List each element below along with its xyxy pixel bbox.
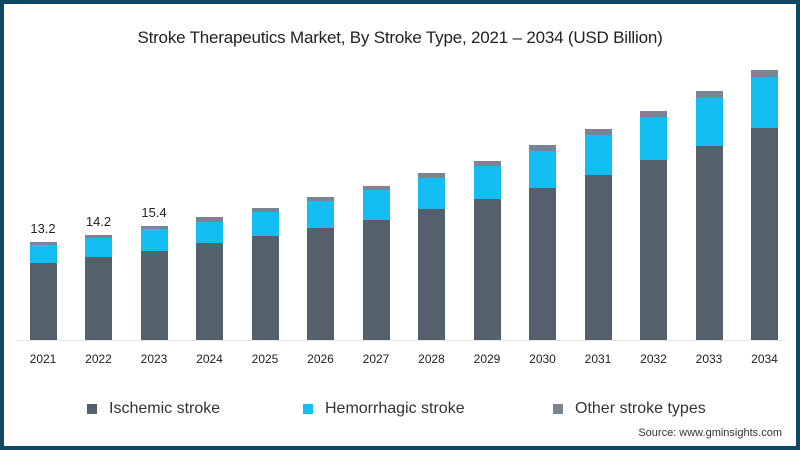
bar-2028 (418, 173, 445, 340)
x-tick-label: 2032 (640, 352, 667, 366)
bar-segment-hemorrhagic (473, 165, 501, 199)
x-tick-label: 2028 (418, 352, 445, 366)
x-tick-label: 2034 (751, 352, 778, 366)
bar-segment-other (473, 161, 501, 166)
bar-segment-ischemic (85, 256, 112, 340)
bar-segment-other (307, 196, 334, 202)
bar-segment-hemorrhagic (695, 98, 723, 147)
bar-2023 (140, 225, 168, 340)
bar-2027 (362, 185, 390, 340)
x-tick-label: 2029 (473, 352, 501, 366)
legend-item-other: Other stroke types (553, 400, 706, 418)
bar-segment-hemorrhagic (307, 201, 334, 228)
bar-2034 (751, 69, 778, 340)
bar-segment-hemorrhagic (751, 76, 778, 128)
legend-swatch-ischemic (87, 404, 97, 414)
x-tick-label: 2024 (196, 352, 223, 366)
bar-segment-other (85, 234, 112, 238)
bar-segment-other (196, 216, 223, 222)
legend-label: Ischemic stroke (109, 400, 221, 417)
bar-segment-ischemic (418, 208, 445, 340)
x-axis-line (16, 340, 786, 341)
x-tick-label: 2025 (251, 352, 279, 366)
bar-segment-other (418, 173, 445, 179)
bar-segment-ischemic (251, 236, 279, 340)
bar-segment-ischemic (584, 175, 612, 340)
bar-segment-ischemic (140, 250, 168, 340)
bar-value-label: 14.2 (85, 213, 112, 229)
bar-segment-other (640, 110, 667, 117)
bar-segment-other (140, 225, 168, 230)
bar-segment-hemorrhagic (140, 229, 168, 251)
legend: Ischemic stroke Hemorrhagic stroke Other… (0, 400, 800, 420)
x-tick-label: 2027 (362, 352, 390, 366)
bar-segment-ischemic (529, 187, 556, 340)
bar-segment-hemorrhagic (251, 212, 279, 237)
bar-segment-ischemic (751, 127, 778, 340)
bar-segment-hemorrhagic (29, 245, 57, 263)
bar-value-label: 13.2 (30, 221, 56, 237)
bar-segment-ischemic (695, 146, 723, 340)
bar-2022 (85, 234, 112, 340)
bar-segment-hemorrhagic (362, 190, 390, 220)
x-tick-label: 2026 (307, 352, 334, 366)
bar-segment-ischemic (196, 242, 223, 340)
legend-label: Hemorrhagic stroke (325, 400, 465, 417)
bar-2025 (251, 207, 279, 340)
bar-segment-hemorrhagic (196, 222, 223, 243)
legend-swatch-other (553, 404, 563, 414)
bar-segment-other (251, 207, 279, 213)
bar-segment-ischemic (640, 159, 667, 340)
x-tick-label: 2031 (584, 352, 612, 366)
x-tick-label: 2030 (529, 352, 556, 366)
bar-segment-hemorrhagic (584, 135, 612, 176)
bar-2029 (473, 161, 501, 340)
source-note: Source: www.gminsights.com (638, 427, 782, 439)
bar-segment-hemorrhagic (85, 237, 112, 257)
bar-2026 (307, 196, 334, 340)
legend-label: Other stroke types (575, 400, 706, 417)
legend-swatch-hemorrhagic (303, 404, 313, 414)
bar-segment-other (751, 69, 778, 77)
bar-segment-other (362, 185, 390, 191)
x-tick-label: 2022 (85, 352, 112, 366)
x-tick-label: 2023 (140, 352, 168, 366)
bar-segment-other (695, 90, 723, 99)
bar-2032 (640, 110, 667, 340)
legend-item-hemorrhagic: Hemorrhagic stroke (303, 400, 465, 418)
bar-2030 (529, 144, 556, 340)
bar-segment-hemorrhagic (640, 116, 667, 160)
legend-item-ischemic: Ischemic stroke (87, 400, 220, 418)
bar-segment-hemorrhagic (529, 150, 556, 188)
bar-segment-other (584, 129, 612, 136)
x-tick-label: 2021 (29, 352, 57, 366)
bar-segment-ischemic (307, 227, 334, 340)
bar-2031 (584, 129, 612, 340)
bar-2033 (695, 90, 723, 340)
bar-segment-other (29, 242, 57, 245)
bar-segment-ischemic (29, 262, 57, 340)
bar-segment-ischemic (362, 219, 390, 340)
bar-value-label: 15.4 (141, 204, 167, 220)
bar-segment-ischemic (473, 198, 501, 340)
bar-2024 (196, 216, 223, 340)
x-tick-label: 2033 (695, 352, 723, 366)
bar-2021 (29, 242, 57, 340)
bar-segment-other (529, 144, 556, 151)
bar-segment-hemorrhagic (418, 178, 445, 209)
chart-title: Stroke Therapeutics Market, By Stroke Ty… (137, 28, 663, 47)
